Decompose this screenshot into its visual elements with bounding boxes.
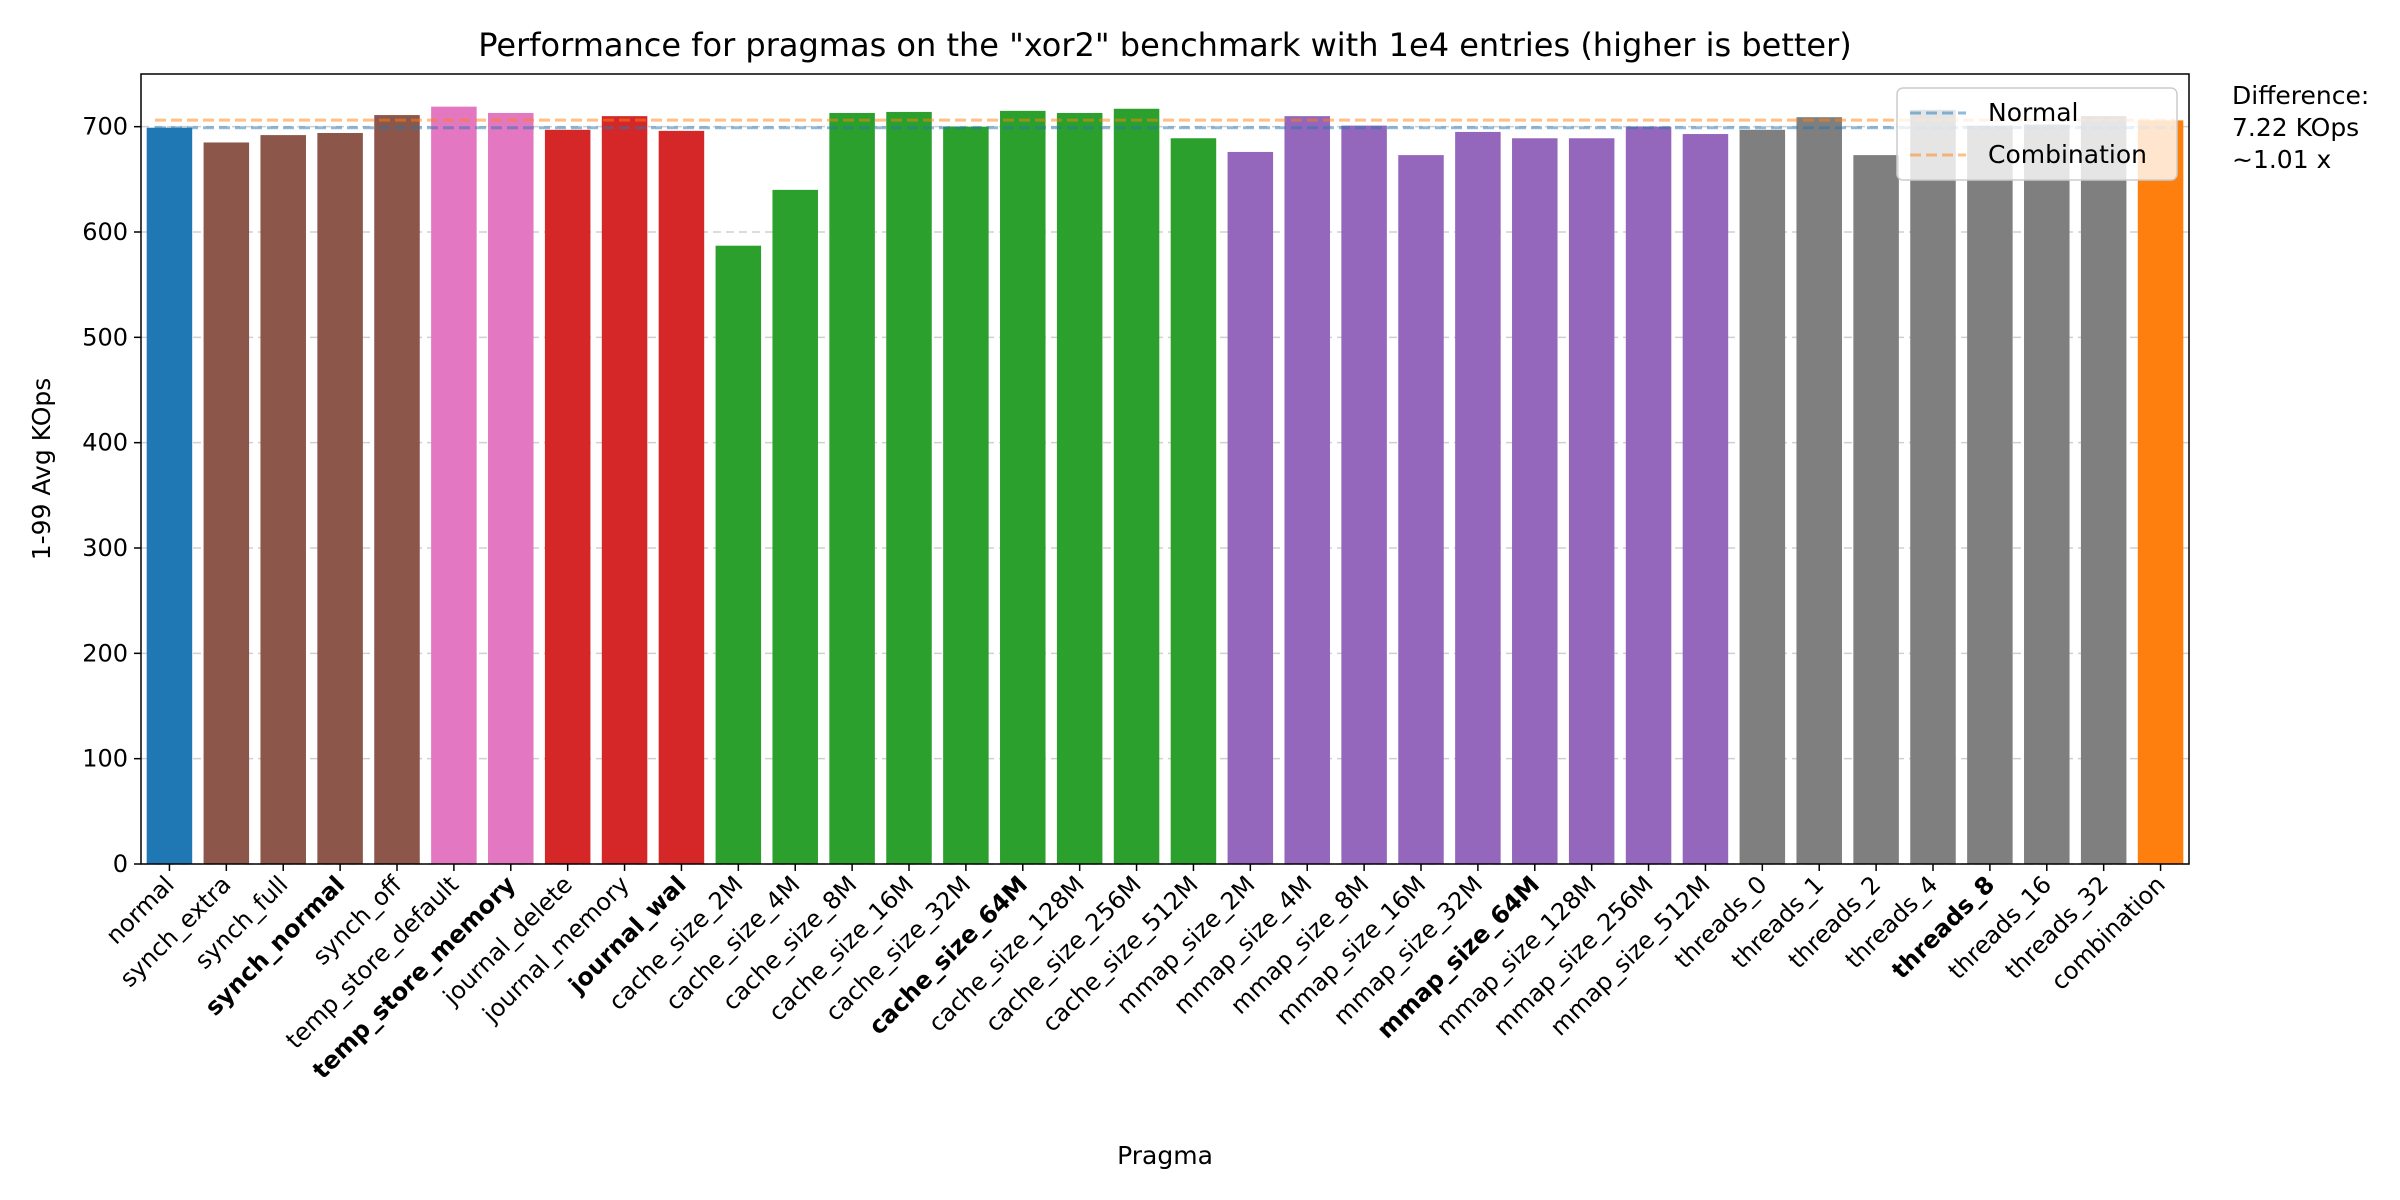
- bar: [772, 189, 818, 864]
- reference-lines: [155, 118, 2175, 130]
- y-tick-label: 0: [113, 850, 128, 878]
- bar: [1227, 151, 1274, 865]
- bar: [2137, 120, 2184, 864]
- bar: [2080, 116, 2127, 865]
- bar: [1170, 138, 1217, 865]
- difference-ratio: ~1.01 x: [2232, 145, 2331, 174]
- bar: [544, 129, 591, 864]
- bar: [1967, 125, 2013, 864]
- bar: [886, 111, 932, 865]
- legend-combination-label: Combination: [1988, 140, 2147, 169]
- y-tick-label: 100: [82, 745, 128, 773]
- bar: [317, 132, 363, 864]
- bar: [260, 135, 306, 865]
- bar: [488, 112, 534, 865]
- grid-lines: [141, 125, 2189, 865]
- plot-frame: [140, 73, 2190, 865]
- bar: [601, 116, 648, 865]
- bar: [1398, 155, 1444, 864]
- bar: [1853, 155, 1899, 864]
- x-axis-title: Pragma: [1117, 1141, 1213, 1170]
- chart-title: Performance for pragmas on the "xor2" be…: [478, 26, 1851, 64]
- bar: [1000, 110, 1046, 864]
- y-tick-label: 700: [82, 113, 128, 141]
- legend-box: [1896, 87, 2178, 181]
- bar: [146, 127, 193, 865]
- bar: [374, 115, 420, 864]
- legend: Normal Combination: [1896, 87, 2178, 181]
- difference-annotation: Difference: 7.22 KOps ~1.01 x: [2232, 81, 2369, 174]
- bar: [203, 142, 250, 864]
- bar: [715, 245, 762, 864]
- bar: [1910, 109, 1956, 864]
- bar: [1113, 108, 1160, 864]
- difference-label: Difference:: [2232, 81, 2369, 110]
- bar: [1341, 125, 1387, 864]
- y-tick-label: 600: [82, 218, 128, 246]
- y-axis-title: 1-99 Avg KOps: [27, 378, 56, 561]
- bar: [1739, 129, 1786, 864]
- bar: [2024, 124, 2070, 864]
- bars: [146, 106, 2184, 865]
- legend-normal-label: Normal: [1988, 98, 2078, 127]
- bar: [1455, 131, 1501, 864]
- bar: [1284, 116, 1330, 865]
- bar: [1796, 117, 1842, 865]
- bar: [943, 126, 989, 864]
- y-tick-label: 200: [82, 639, 128, 667]
- bar: [829, 112, 875, 865]
- bar: [1682, 134, 1729, 865]
- y-tick-label: 300: [82, 534, 128, 562]
- y-tick-label: 400: [82, 429, 128, 457]
- x-axis-ticks: normalsynch_extrasynch_fullsynch_normals…: [100, 864, 2171, 1084]
- y-axis-ticks: 0 100 200 300 400 500 600 700: [82, 113, 141, 878]
- bar: [658, 130, 705, 864]
- bar: [1056, 112, 1103, 865]
- bar: [1512, 138, 1558, 865]
- bar: [431, 106, 477, 865]
- bar: [1625, 126, 1672, 864]
- difference-kops: 7.22 KOps: [2232, 113, 2359, 142]
- y-tick-label: 500: [82, 323, 128, 351]
- bar: [1568, 138, 1615, 865]
